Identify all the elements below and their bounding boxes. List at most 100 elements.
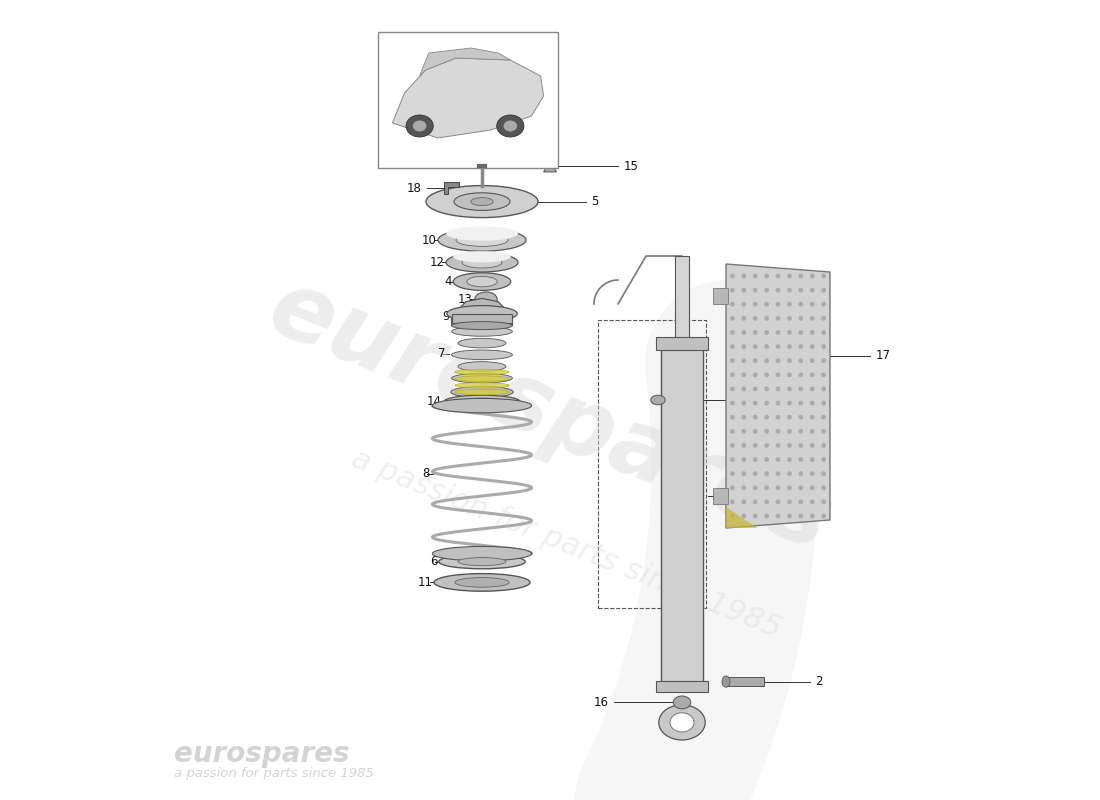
Circle shape (741, 401, 746, 406)
Circle shape (822, 274, 826, 278)
Text: 14: 14 (427, 395, 442, 408)
Circle shape (786, 316, 792, 321)
Ellipse shape (434, 574, 530, 591)
Circle shape (776, 386, 780, 391)
Circle shape (752, 471, 758, 476)
Circle shape (810, 344, 815, 349)
Ellipse shape (444, 395, 520, 408)
Ellipse shape (452, 322, 513, 330)
Circle shape (799, 358, 803, 363)
Circle shape (776, 288, 780, 293)
Text: 8: 8 (421, 467, 429, 480)
Circle shape (752, 457, 758, 462)
Circle shape (799, 288, 803, 293)
Ellipse shape (458, 362, 506, 371)
Circle shape (822, 373, 826, 378)
Ellipse shape (432, 398, 531, 413)
Circle shape (741, 443, 746, 448)
Circle shape (810, 358, 815, 363)
Bar (452, 314, 513, 323)
Circle shape (730, 414, 735, 419)
Circle shape (786, 471, 792, 476)
Circle shape (799, 471, 803, 476)
Text: 10: 10 (421, 234, 437, 246)
Circle shape (810, 457, 815, 462)
Circle shape (730, 457, 735, 462)
Circle shape (752, 288, 758, 293)
Circle shape (799, 429, 803, 434)
Circle shape (764, 386, 769, 391)
Circle shape (822, 344, 826, 349)
Circle shape (730, 471, 735, 476)
Circle shape (752, 386, 758, 391)
Ellipse shape (454, 578, 509, 587)
Circle shape (810, 486, 815, 490)
Ellipse shape (446, 226, 518, 241)
Ellipse shape (453, 251, 510, 262)
Text: 12: 12 (429, 256, 444, 269)
Circle shape (799, 443, 803, 448)
Circle shape (786, 373, 792, 378)
Text: 9: 9 (442, 310, 450, 322)
Circle shape (752, 443, 758, 448)
Circle shape (786, 274, 792, 278)
Circle shape (822, 414, 826, 419)
Circle shape (810, 414, 815, 419)
Circle shape (776, 514, 780, 518)
Circle shape (730, 373, 735, 378)
Circle shape (730, 358, 735, 363)
Circle shape (810, 302, 815, 306)
Circle shape (799, 499, 803, 504)
Circle shape (730, 514, 735, 518)
Circle shape (741, 457, 746, 462)
Circle shape (764, 514, 769, 518)
Text: a passion for parts since 1985: a passion for parts since 1985 (346, 444, 785, 644)
Circle shape (776, 499, 780, 504)
Circle shape (741, 499, 746, 504)
Circle shape (730, 316, 735, 321)
Circle shape (764, 401, 769, 406)
Text: 11: 11 (417, 576, 432, 589)
Circle shape (786, 288, 792, 293)
Circle shape (786, 499, 792, 504)
Circle shape (799, 302, 803, 306)
Ellipse shape (722, 676, 730, 687)
Circle shape (752, 373, 758, 378)
Circle shape (799, 386, 803, 391)
Text: 17: 17 (876, 350, 891, 362)
Circle shape (810, 373, 815, 378)
Polygon shape (452, 298, 513, 326)
Ellipse shape (432, 546, 531, 561)
Circle shape (799, 373, 803, 378)
Bar (726, 677, 764, 686)
Text: eurospares: eurospares (256, 262, 844, 570)
Ellipse shape (670, 713, 694, 732)
Circle shape (741, 302, 746, 306)
Circle shape (764, 302, 769, 306)
Ellipse shape (475, 292, 497, 306)
Circle shape (730, 274, 735, 278)
Circle shape (786, 443, 792, 448)
Polygon shape (726, 507, 757, 528)
Polygon shape (726, 264, 830, 528)
Ellipse shape (451, 386, 514, 398)
Circle shape (741, 429, 746, 434)
Text: 15: 15 (624, 160, 638, 173)
Circle shape (810, 471, 815, 476)
Circle shape (730, 344, 735, 349)
Circle shape (799, 457, 803, 462)
Circle shape (799, 401, 803, 406)
Circle shape (752, 514, 758, 518)
Polygon shape (543, 159, 557, 172)
Ellipse shape (452, 374, 513, 383)
Circle shape (786, 414, 792, 419)
Ellipse shape (462, 257, 502, 268)
Polygon shape (444, 182, 459, 194)
Circle shape (764, 344, 769, 349)
Circle shape (741, 344, 746, 349)
Text: 6: 6 (430, 555, 437, 568)
Circle shape (764, 499, 769, 504)
Circle shape (799, 486, 803, 490)
Circle shape (822, 316, 826, 321)
Circle shape (730, 288, 735, 293)
